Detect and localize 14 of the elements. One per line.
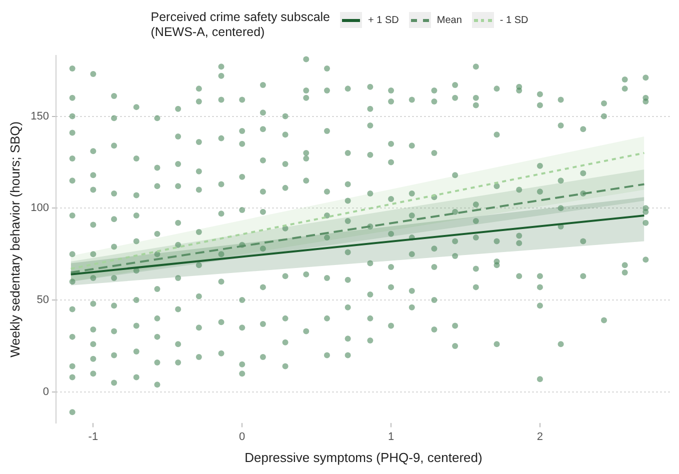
x-tick-label: 1: [388, 430, 394, 443]
x-tick-label: -1: [88, 430, 98, 443]
x-tick-label: 2: [536, 430, 544, 443]
x-tick-label: 0: [239, 430, 246, 443]
y-tick-label: 50: [36, 294, 49, 306]
x-axis-title: Depressive symptoms (PHQ-9, centered): [244, 450, 482, 465]
y-tick-label: 150: [30, 110, 49, 122]
legend-title: Perceived crime safety subscale (NEWS-A, centered): [150, 10, 330, 40]
legend-label: - 1 SD: [500, 14, 528, 26]
legend-label: Mean: [436, 14, 462, 26]
legend-label: + 1 SD: [368, 14, 399, 26]
y-tick-label: 0: [42, 386, 49, 398]
y-axis-title: Weekly sedentary behavior (hours; SBQ): [7, 121, 22, 358]
y-tick-label: 100: [30, 202, 49, 214]
